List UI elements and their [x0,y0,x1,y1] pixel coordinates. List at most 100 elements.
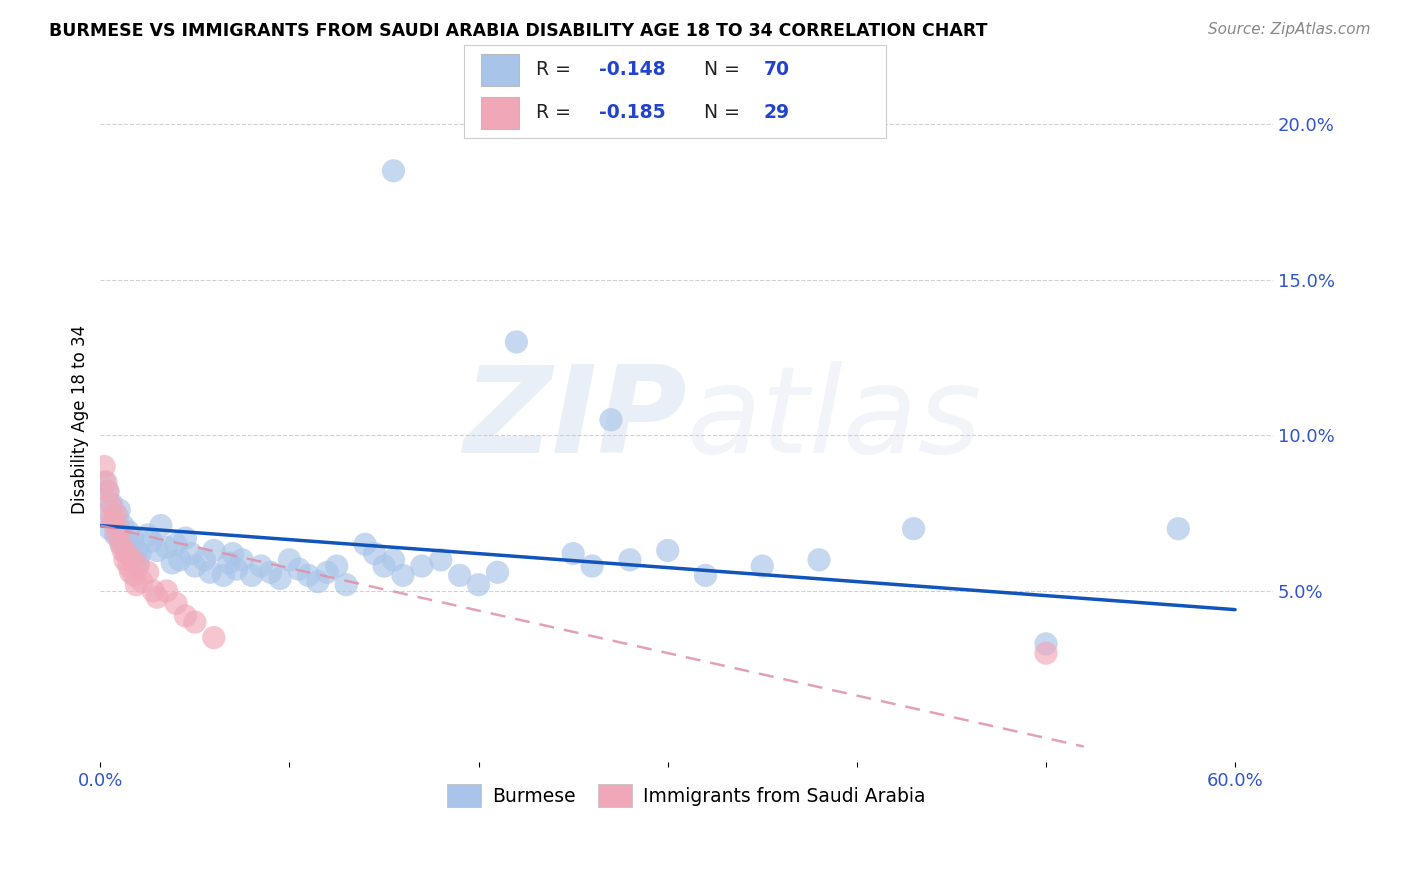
Point [174,608,197,623]
Point [110,537,132,551]
Point [751,559,773,574]
Point [93,459,115,474]
Point [363,547,385,561]
Point [124,568,146,582]
Point [97,484,120,499]
Point [155,541,177,555]
Text: BURMESE VS IMMIGRANTS FROM SAUDI ARABIA DISABILITY AGE 18 TO 34 CORRELATION CHAR: BURMESE VS IMMIGRANTS FROM SAUDI ARABIA … [49,22,987,40]
Text: 29: 29 [763,103,790,122]
Point [392,568,415,582]
Point [486,566,509,580]
Point [120,566,142,580]
Point [202,631,225,645]
Point [467,578,489,592]
Point [114,534,136,549]
Point [307,574,329,589]
Point [108,522,131,536]
Point [259,566,281,580]
Point [231,553,253,567]
Point [127,559,149,574]
Point [1035,637,1057,651]
Text: 70: 70 [763,61,789,79]
Point [695,568,717,582]
Point [118,559,141,574]
Point [581,559,603,574]
Point [202,543,225,558]
Point [1167,522,1189,536]
Point [269,572,291,586]
Text: atlas: atlas [686,361,981,478]
Text: N =: N = [704,103,747,122]
Text: ZIP: ZIP [463,361,686,478]
Point [104,506,127,520]
Point [155,583,177,598]
Point [115,543,138,558]
Point [94,506,117,520]
Point [142,583,165,598]
Bar [481,97,519,129]
Point [169,553,191,567]
Point [278,553,301,567]
Point [110,537,132,551]
Point [240,568,263,582]
Point [131,574,153,589]
Text: R =: R = [536,103,576,122]
Point [121,553,143,567]
Point [125,543,148,558]
Point [165,596,187,610]
Point [127,556,149,570]
Point [198,566,221,580]
Point [373,559,395,574]
Point [316,566,339,580]
Point [141,534,163,549]
Point [354,537,377,551]
Point [297,568,319,582]
Point [112,543,135,558]
Text: -0.148: -0.148 [599,61,665,79]
Point [146,543,169,558]
Point [429,553,451,567]
Point [382,163,405,178]
Point [600,413,623,427]
Point [225,562,247,576]
Point [449,568,471,582]
Point [619,553,641,567]
Bar [481,54,519,86]
Point [146,590,169,604]
Point [103,516,125,530]
Text: R =: R = [536,61,576,79]
Point [335,578,357,592]
Point [562,547,585,561]
Point [903,522,925,536]
Point [124,549,146,564]
Point [98,522,121,536]
Point [222,547,245,561]
Text: Source: ZipAtlas.com: Source: ZipAtlas.com [1208,22,1371,37]
Point [121,531,143,545]
Point [1035,646,1057,660]
Legend: Burmese, Immigrants from Saudi Arabia: Burmese, Immigrants from Saudi Arabia [440,777,934,814]
Point [104,528,127,542]
Point [94,475,117,489]
Point [98,497,121,511]
Y-axis label: Disability Age 18 to 34: Disability Age 18 to 34 [72,326,89,515]
Point [184,615,207,629]
Point [108,503,131,517]
Point [112,518,135,533]
Text: N =: N = [704,61,747,79]
Point [174,531,197,545]
Point [808,553,831,567]
Point [411,559,433,574]
Point [193,553,215,567]
Point [125,578,148,592]
Point [657,543,679,558]
Point [218,556,240,570]
Point [288,562,311,576]
Point [136,528,159,542]
Point [100,497,122,511]
Point [250,559,273,574]
Point [382,553,405,567]
Point [97,484,120,499]
Point [505,334,527,349]
Point [118,524,141,539]
